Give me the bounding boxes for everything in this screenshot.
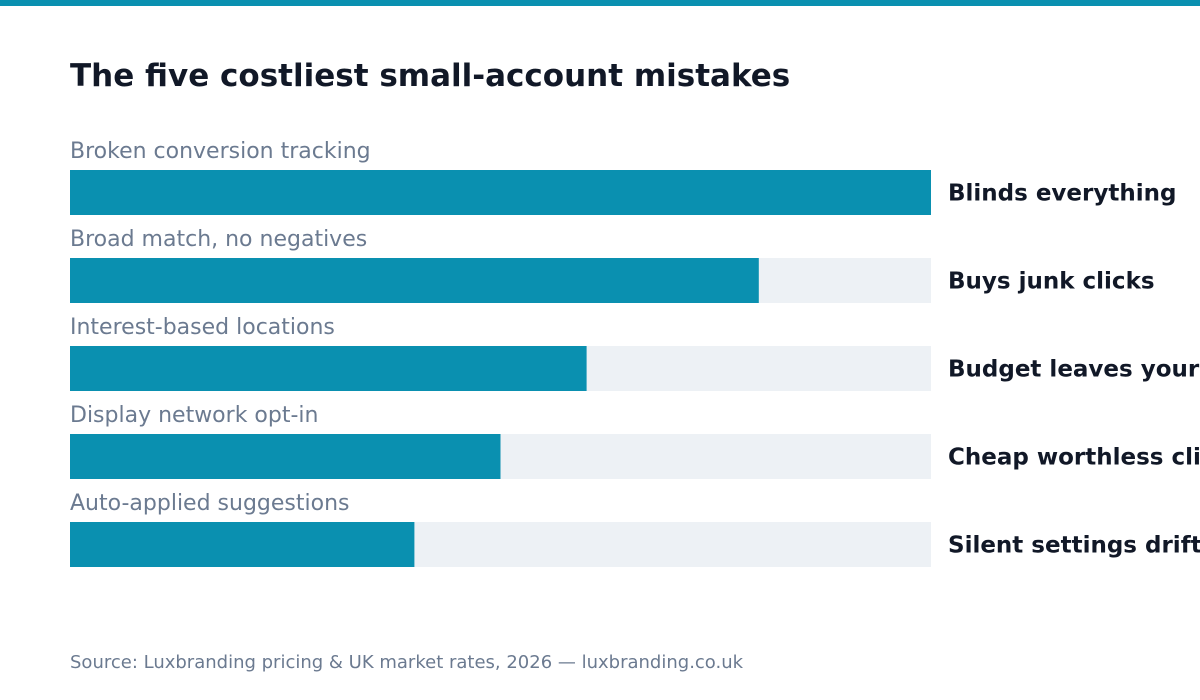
value-label: Buys junk clicks <box>948 269 1155 295</box>
bar <box>70 434 501 479</box>
source-note: Source: Luxbranding pricing & UK market … <box>70 652 744 673</box>
bar-row: Broad match, no negatives Buys junk click… <box>70 227 1155 303</box>
bar-row: Broken conversion tracking Blinds everyth… <box>70 139 1176 215</box>
value-label: Cheap worthless clic <box>948 445 1200 471</box>
bar-row: Display network opt-in Cheap worthless cl… <box>70 403 1200 479</box>
bar <box>70 346 587 391</box>
value-label: Blinds everything <box>948 181 1176 207</box>
chart-title: The five costliest small-account mistake… <box>70 58 791 94</box>
value-label: Silent settings drift <box>948 533 1200 559</box>
bar <box>70 258 759 303</box>
value-label: Budget leaves your a <box>948 357 1200 383</box>
category-label: Interest-based locations <box>70 315 335 340</box>
top-accent-rule <box>0 0 1200 6</box>
category-label: Broken conversion tracking <box>70 139 371 164</box>
category-label: Display network opt-in <box>70 403 318 428</box>
bar-row: Interest-based locations Budget leaves yo… <box>70 315 1200 391</box>
category-label: Broad match, no negatives <box>70 227 367 252</box>
bar <box>70 170 931 215</box>
bar <box>70 522 415 567</box>
bar-row: Auto-applied suggestions Silent settings … <box>70 491 1200 567</box>
category-label: Auto-applied suggestions <box>70 491 350 516</box>
